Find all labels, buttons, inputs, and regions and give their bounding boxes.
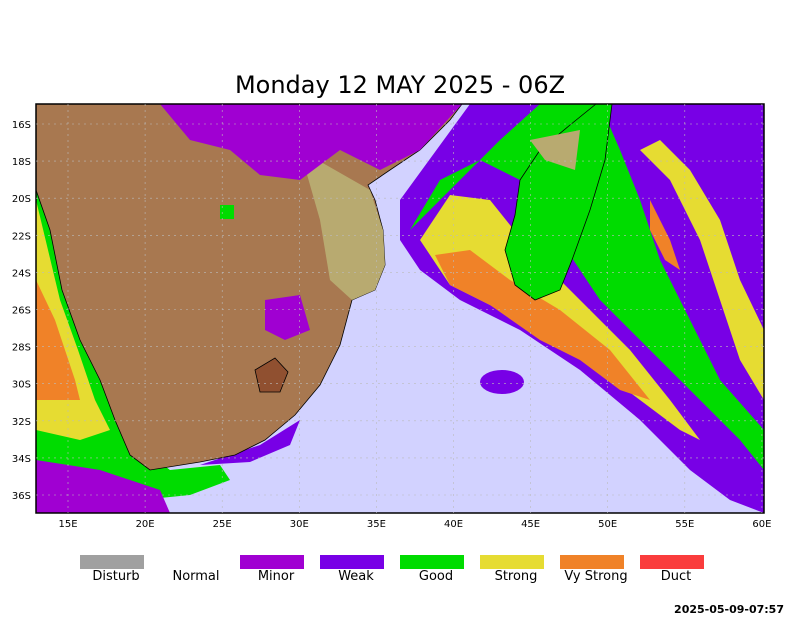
legend-swatch: [320, 555, 384, 569]
strong-zone-east: [640, 140, 764, 400]
lon-label: 40E: [444, 519, 463, 530]
lon-label: 25E: [213, 519, 232, 530]
lon-label: 45E: [521, 519, 540, 530]
legend-label: Normal: [172, 569, 219, 584]
legend-label: Disturb: [92, 569, 139, 584]
lon-label: 55E: [675, 519, 694, 530]
minor-zone-north: [160, 104, 462, 180]
lat-label: 28S: [12, 343, 31, 354]
map-frame: [35, 103, 765, 514]
legend-swatch: [160, 555, 224, 569]
vy-strong-zone: [435, 250, 650, 400]
lat-label: 26S: [12, 306, 31, 317]
lat-label: 34S: [12, 454, 31, 465]
legend-swatch: [560, 555, 624, 569]
lon-label: 30E: [290, 519, 309, 530]
legend-label: Duct: [661, 569, 692, 584]
lon-label: 60E: [752, 519, 771, 530]
legend-label: Good: [419, 569, 453, 584]
legend-label: Minor: [258, 569, 295, 584]
legend-swatch: [80, 555, 144, 569]
good-patch-land: [220, 205, 234, 219]
vy-strong-east: [650, 200, 680, 270]
lat-label: 30S: [12, 380, 31, 391]
lat-label: 36S: [12, 491, 31, 502]
weak-patch: [480, 370, 524, 394]
lat-label: 32S: [12, 417, 31, 428]
vy-strong-west: [36, 280, 80, 400]
minor-patch-land: [265, 295, 310, 340]
minor-zone-south: [36, 460, 170, 513]
map-title: Monday 12 MAY 2025 - 06Z: [235, 71, 565, 99]
lat-label: 18S: [12, 157, 31, 168]
axis-labels: 16S 18S 20S 22S 24S 26S 28S 30S 32S 34S 36S 15E 20E 2…: [12, 104, 771, 530]
map-area: [35, 103, 765, 514]
legend-swatch: [400, 555, 464, 569]
mozambique-plain: [300, 150, 385, 300]
lon-label: 50E: [598, 519, 617, 530]
madagascar: [504, 103, 613, 301]
lesotho: [254, 357, 289, 393]
legend-swatch: [480, 555, 544, 569]
timestamp: 2025-05-09-07:57: [674, 603, 784, 616]
legend-swatch: [240, 555, 304, 569]
lat-label: 20S: [12, 194, 31, 205]
madagascar-plain: [530, 130, 580, 170]
lat-label: 24S: [12, 268, 31, 279]
weak-zone-south: [200, 420, 300, 465]
legend: Disturb Normal Minor Weak Good Strong Vy Stron…: [80, 555, 704, 584]
legend-label: Vy Strong: [564, 569, 627, 584]
lon-label: 20E: [136, 519, 155, 530]
legend-label: Weak: [338, 569, 374, 584]
lon-label: 15E: [58, 519, 77, 530]
lat-label: 22S: [12, 231, 31, 242]
legend-label: Strong: [495, 569, 538, 584]
lon-label: 35E: [367, 519, 386, 530]
lat-label: 16S: [12, 120, 31, 131]
legend-swatch: [640, 555, 704, 569]
